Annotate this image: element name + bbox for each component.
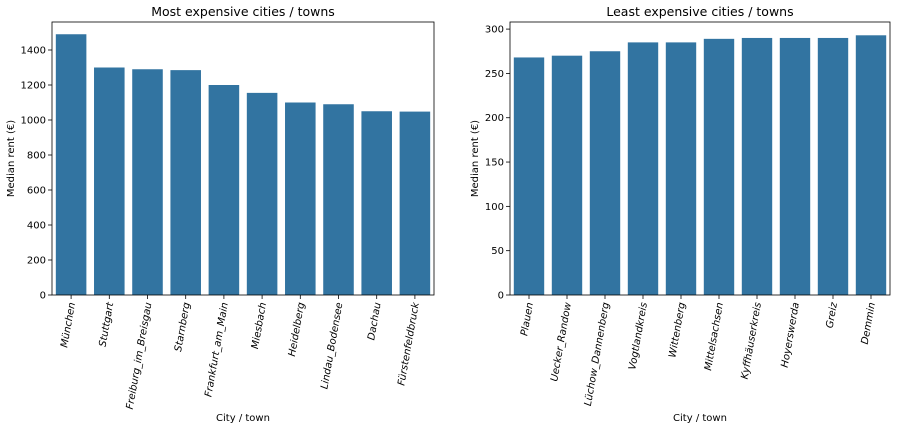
left-chart-category-label-8: Lindau_Bodensee [319,302,345,390]
right-chart-bar-8 [779,37,811,296]
left-chart-category-label-2: Stuttgart [98,301,117,348]
left-chart-category-label-6: Miesbach [250,302,269,350]
right-chart-category-label-4: Vogtlandkreis [627,302,650,371]
left-chart-ytick-label-4: 800 [27,151,46,162]
right-chart-ylabel: Median rent (€) [470,120,481,197]
left-chart-ytick-label-2: 400 [27,221,46,232]
left-chart-ytick-label-1: 200 [27,256,46,267]
right-chart-category-label-3: Lüchow_Dannenberg [583,302,612,407]
left-chart-ytick-label-0: 0 [40,291,46,302]
right-chart-xlabel: City / town [673,413,727,424]
left-chart-bar-3 [132,69,163,295]
left-chart-category-label-9: Dachau [366,302,383,341]
left-chart-bar-2 [94,67,125,295]
right-chart-bar-9 [817,37,849,296]
left-chart-category-label-3: Freiburg_im_Breisgau [125,302,155,411]
left-chart-bar-8 [323,104,354,295]
left-chart-category-label-7: Heidelberg [287,302,307,358]
left-chart-category-label-5: Frankfurt_am_Main [203,302,230,398]
right-chart-category-label-5: Wittenberg [667,302,688,359]
right-chart-bar-3 [589,51,621,295]
right-chart-bar-5 [665,42,697,295]
right-chart-bar-4 [627,42,659,295]
left-chart-bar-9 [361,111,392,295]
left-chart-ytick-label-6: 1200 [21,81,46,92]
right-chart-bar-6 [703,38,735,295]
right-chart-bar-7 [741,37,773,296]
right-chart-ytick-label-2: 100 [485,202,504,213]
left-chart-title: Most expensive cities / towns [151,4,335,19]
left-chart-bar-4 [170,70,201,295]
left-chart-bar-6 [246,92,278,295]
left-chart-bar-1 [55,34,87,295]
right-chart-ytick-label-1: 50 [491,246,504,257]
right-chart-frame [509,21,891,296]
left-chart-category-label-4: Starnberg [173,302,192,353]
right-chart-category-label-10: Demmin [860,302,878,346]
right-chart-ytick-label-4: 200 [485,113,504,124]
left-chart-category-label-1: München [59,302,78,349]
right-chart-title: Least expensive cities / towns [606,4,793,19]
left-chart-ytick-label-7: 1400 [21,46,46,57]
left-chart-bar-10 [399,111,431,295]
right-chart-ytick-label-6: 300 [485,25,504,36]
right-chart-category-label-6: Mittelsachsen [703,302,726,372]
right-chart-category-label-2: Uecker_Randow [549,301,574,383]
right-chart-category-label-8: Hoyerswerda [780,302,802,369]
right-chart-ytick-label-5: 250 [485,69,504,80]
left-chart-category-label-10: Fürstenfeldbruck [396,300,422,386]
right-chart-ytick-label-0: 0 [498,291,504,302]
left-chart-ytick-label-3: 600 [27,186,46,197]
right-chart-category-label-9: Greiz [825,301,840,329]
right-chart-bar-2 [551,55,583,295]
left-chart-xlabel: City / town [216,413,270,424]
right-chart-bar-1 [513,57,545,295]
left-chart-ytick-label-5: 1000 [21,116,46,127]
left-chart-frame [51,21,435,296]
right-chart-category-label-7: Kyffhäuserkreis [740,302,764,380]
left-chart-ylabel: Median rent (€) [6,120,17,197]
left-chart-bar-7 [285,102,316,295]
right-chart-ytick-label-3: 150 [485,158,504,169]
right-chart-bar-10 [855,35,887,295]
left-chart-bar-5 [208,85,240,295]
right-chart-category-label-1: Plauen [519,302,536,337]
